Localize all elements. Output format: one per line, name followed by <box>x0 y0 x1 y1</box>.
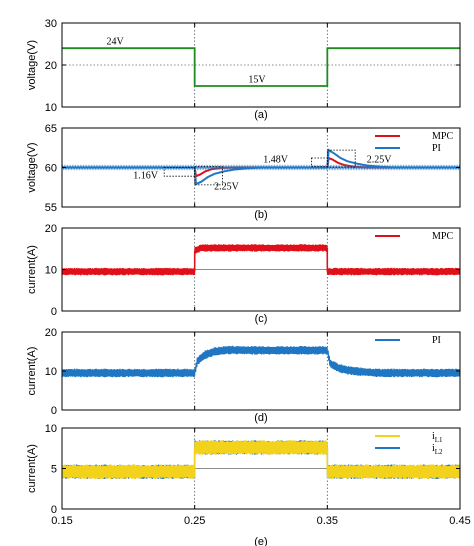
y-tick-label: 10 <box>45 423 57 435</box>
legend-label: MPC <box>432 231 453 242</box>
y-tick-label: 10 <box>45 366 57 378</box>
x-tick-label: 0.25 <box>184 515 205 527</box>
x-tick-label: 0.45 <box>449 515 470 527</box>
annotation-box <box>194 166 223 186</box>
y-tick-label: 20 <box>45 60 57 72</box>
chart-panel-2: 55 60 65 voltage(V) (b) 1.16V 2.25V 1.48V 2.25V M… <box>26 123 461 221</box>
y-axis-label: voltage(V) <box>26 142 38 192</box>
panel-label: (a) <box>254 109 267 121</box>
y-axis-label: voltage(V) <box>26 40 38 90</box>
x-tick-label: 0.35 <box>317 515 338 527</box>
annotation-label: 15V <box>248 74 266 85</box>
chart-panel-5: 05100.150.250.350.45current(A)(e)time(s)… <box>26 423 471 546</box>
series-group <box>62 440 460 480</box>
series-line-il1 <box>62 440 460 480</box>
x-tick-label: 0.15 <box>51 515 72 527</box>
annotation-label: 24V <box>106 36 124 47</box>
y-axis-label: current(A) <box>26 245 38 294</box>
legend-label: MPC <box>432 131 453 142</box>
y-axis-label: current(A) <box>26 347 38 396</box>
legend-label: iL1 <box>432 431 443 444</box>
annotation-label: 1.16V <box>133 170 159 181</box>
panel-label: (d) <box>254 412 267 424</box>
series-line-mpc <box>62 244 460 276</box>
legend-label: PI <box>432 143 441 154</box>
series-group <box>62 244 460 276</box>
annotation-box <box>163 167 196 177</box>
chart-panel-3: 0 10 20 current(A) (c) MPC <box>26 223 461 325</box>
y-tick-label: 0 <box>51 405 57 417</box>
series-group <box>62 148 460 186</box>
y-tick-label: 20 <box>45 223 57 235</box>
panel-label: (c) <box>255 313 268 325</box>
series-line-pi <box>62 345 460 378</box>
series-group <box>62 345 460 378</box>
panel-label: (b) <box>254 209 267 221</box>
y-tick-label: 5 <box>51 464 57 476</box>
annotation-box <box>326 149 356 168</box>
y-axis-label: current(A) <box>26 444 38 493</box>
y-tick-label: 55 <box>45 202 57 214</box>
series-line-main <box>62 47 460 87</box>
legend-label: PI <box>432 335 441 346</box>
y-tick-label: 60 <box>45 163 57 175</box>
annotation-label: 1.48V <box>263 155 289 166</box>
y-tick-label: 0 <box>51 306 57 318</box>
y-tick-label: 20 <box>45 327 57 339</box>
chart-panel-4: 0 10 20 current(A) (d) PI <box>26 327 461 424</box>
annotation-label: 2.25V <box>214 181 240 192</box>
y-tick-label: 65 <box>45 123 57 135</box>
series-group <box>62 47 460 87</box>
panel-label: (e) <box>254 536 267 546</box>
y-tick-label: 10 <box>45 102 57 114</box>
y-tick-label: 30 <box>45 18 57 30</box>
legend-label: iL2 <box>432 443 443 456</box>
y-tick-label: 10 <box>45 265 57 277</box>
y-tick-label: 0 <box>51 504 57 516</box>
chart-panel-1: 10 20 30 voltage(V) (a) 24V 15V <box>26 18 461 121</box>
annotation-label: 2.25V <box>367 155 393 166</box>
series-ripple <box>62 164 460 171</box>
